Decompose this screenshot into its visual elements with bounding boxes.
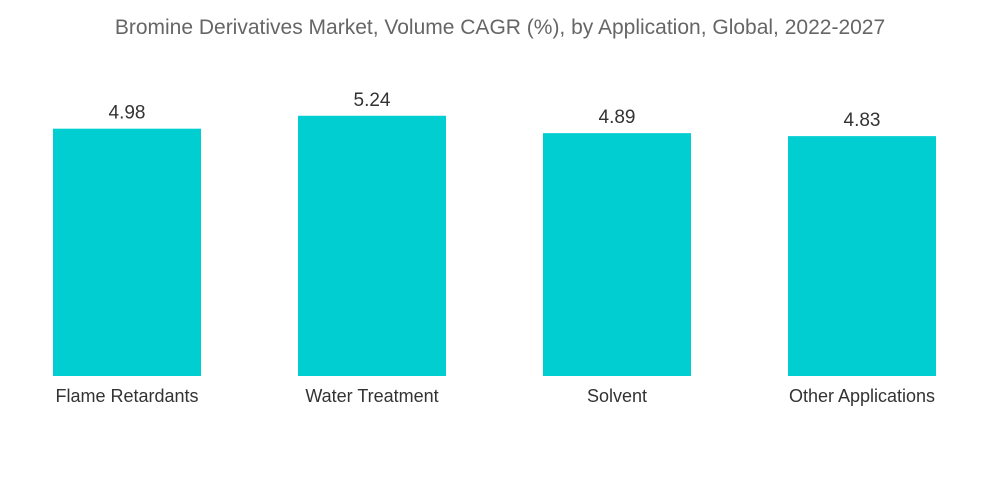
chart-title: Bromine Derivatives Market, Volume CAGR …	[114, 16, 886, 39]
bar-water-treatment	[298, 115, 446, 376]
category-label: Solvent	[587, 386, 647, 406]
bar-flame-retardants	[53, 128, 201, 376]
category-labels-layer: Flame Retardants Water Treatment Solvent Ot…	[55, 386, 935, 406]
bar-value-label: 4.83	[844, 110, 881, 131]
bar-value-label: 5.24	[354, 90, 391, 111]
category-label: Flame Retardants	[55, 386, 198, 406]
bars-layer	[53, 115, 936, 376]
bar-value-label: 4.89	[599, 107, 636, 128]
value-labels-layer: 4.98 5.24 4.89 4.83	[109, 90, 881, 131]
bar-other-applications	[788, 136, 936, 376]
category-label: Water Treatment	[305, 386, 438, 406]
bar-value-label: 4.98	[109, 103, 146, 124]
bar-solvent	[543, 133, 691, 376]
category-label: Other Applications	[789, 386, 935, 406]
